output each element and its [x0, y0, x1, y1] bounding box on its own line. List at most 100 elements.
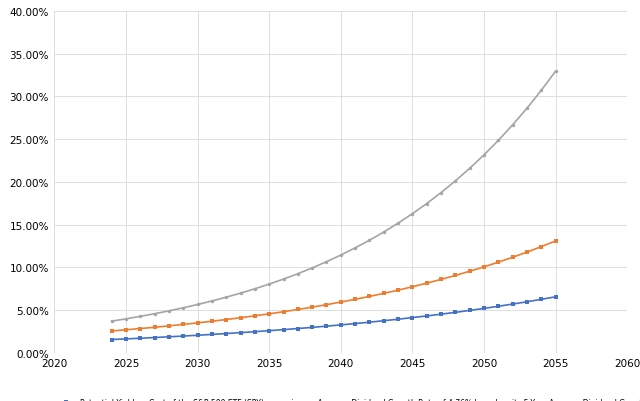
Potential Yield on Cost of The Dividend Income Accelerator Portfolio assuming an Average Dividend Growth Rate of 7.31% based on its 5-Year Weighted Average Dividend Growth Rate [CAGR] of 7.31%: [466, 166, 474, 171]
Potential Yield on Cost of the S&P 500 ETF (SPY) assuming an Average Dividend Growth Rate of 4.76% based on its 5-Year Average Dividend Growth Rate [CAGR] of 4.76%: [208, 332, 216, 337]
Line: Potential Yield on Cost of The Strategically Enhanced S&P 500 Plus 10 Portfolio assuming an Average Dividend Growth Rate of 5.42% based on its 5-Year Weighted Average Dividend Growth Rate [CAGR] of 5.42%: Potential Yield on Cost of The Strategic…: [110, 239, 557, 333]
Potential Yield on Cost of The Dividend Income Accelerator Portfolio assuming an Average Dividend Growth Rate of 7.31% based on its 5-Year Weighted Average Dividend Growth Rate [CAGR] of 7.31%: [480, 153, 488, 158]
Potential Yield on Cost of The Dividend Income Accelerator Portfolio assuming an Average Dividend Growth Rate of 7.31% based on its 5-Year Weighted Average Dividend Growth Rate [CAGR] of 7.31%: [179, 306, 187, 310]
Potential Yield on Cost of The Strategically Enhanced S&P 500 Plus 10 Portfolio assuming an Average Dividend Growth Rate of 5.42% based on its 5-Year Weighted Average Dividend Growth Rate [CAGR] of 5.42%: [452, 273, 460, 278]
Potential Yield on Cost of The Strategically Enhanced S&P 500 Plus 10 Portfolio assuming an Average Dividend Growth Rate of 5.42% based on its 5-Year Weighted Average Dividend Growth Rate [CAGR] of 5.42%: [351, 297, 359, 302]
Potential Yield on Cost of the S&P 500 ETF (SPY) assuming an Average Dividend Growth Rate of 4.76% based on its 5-Year Average Dividend Growth Rate [CAGR] of 4.76%: [194, 333, 202, 338]
Potential Yield on Cost of The Dividend Income Accelerator Portfolio assuming an Average Dividend Growth Rate of 7.31% based on its 5-Year Weighted Average Dividend Growth Rate [CAGR] of 7.31%: [408, 212, 416, 217]
Potential Yield on Cost of the S&P 500 ETF (SPY) assuming an Average Dividend Growth Rate of 4.76% based on its 5-Year Average Dividend Growth Rate [CAGR] of 4.76%: [423, 314, 431, 318]
Potential Yield on Cost of The Dividend Income Accelerator Portfolio assuming an Average Dividend Growth Rate of 7.31% based on its 5-Year Weighted Average Dividend Growth Rate [CAGR] of 7.31%: [509, 123, 516, 128]
Potential Yield on Cost of the S&P 500 ETF (SPY) assuming an Average Dividend Growth Rate of 4.76% based on its 5-Year Average Dividend Growth Rate [CAGR] of 4.76%: [337, 323, 344, 328]
Potential Yield on Cost of The Strategically Enhanced S&P 500 Plus 10 Portfolio assuming an Average Dividend Growth Rate of 5.42% based on its 5-Year Weighted Average Dividend Growth Rate [CAGR] of 5.42%: [437, 277, 445, 282]
Potential Yield on Cost of The Strategically Enhanced S&P 500 Plus 10 Portfolio assuming an Average Dividend Growth Rate of 5.42% based on its 5-Year Weighted Average Dividend Growth Rate [CAGR] of 5.42%: [408, 285, 416, 290]
Potential Yield on Cost of The Strategically Enhanced S&P 500 Plus 10 Portfolio assuming an Average Dividend Growth Rate of 5.42% based on its 5-Year Weighted Average Dividend Growth Rate [CAGR] of 5.42%: [480, 265, 488, 269]
Potential Yield on Cost of the S&P 500 ETF (SPY) assuming an Average Dividend Growth Rate of 4.76% based on its 5-Year Average Dividend Growth Rate [CAGR] of 4.76%: [165, 334, 173, 339]
Potential Yield on Cost of The Dividend Income Accelerator Portfolio assuming an Average Dividend Growth Rate of 7.31% based on its 5-Year Weighted Average Dividend Growth Rate [CAGR] of 7.31%: [337, 253, 344, 258]
Potential Yield on Cost of The Strategically Enhanced S&P 500 Plus 10 Portfolio assuming an Average Dividend Growth Rate of 5.42% based on its 5-Year Weighted Average Dividend Growth Rate [CAGR] of 5.42%: [365, 294, 373, 299]
Potential Yield on Cost of the S&P 500 ETF (SPY) assuming an Average Dividend Growth Rate of 4.76% based on its 5-Year Average Dividend Growth Rate [CAGR] of 4.76%: [108, 337, 116, 342]
Potential Yield on Cost of The Dividend Income Accelerator Portfolio assuming an Average Dividend Growth Rate of 7.31% based on its 5-Year Weighted Average Dividend Growth Rate [CAGR] of 7.31%: [151, 312, 159, 316]
Potential Yield on Cost of The Strategically Enhanced S&P 500 Plus 10 Portfolio assuming an Average Dividend Growth Rate of 5.42% based on its 5-Year Weighted Average Dividend Growth Rate [CAGR] of 5.42%: [179, 322, 187, 327]
Potential Yield on Cost of the S&P 500 ETF (SPY) assuming an Average Dividend Growth Rate of 4.76% based on its 5-Year Average Dividend Growth Rate [CAGR] of 4.76%: [136, 336, 144, 341]
Potential Yield on Cost of The Dividend Income Accelerator Portfolio assuming an Average Dividend Growth Rate of 7.31% based on its 5-Year Weighted Average Dividend Growth Rate [CAGR] of 7.31%: [108, 319, 116, 324]
Potential Yield on Cost of The Strategically Enhanced S&P 500 Plus 10 Portfolio assuming an Average Dividend Growth Rate of 5.42% based on its 5-Year Weighted Average Dividend Growth Rate [CAGR] of 5.42%: [251, 314, 259, 318]
Potential Yield on Cost of the S&P 500 ETF (SPY) assuming an Average Dividend Growth Rate of 4.76% based on its 5-Year Average Dividend Growth Rate [CAGR] of 4.76%: [380, 318, 388, 323]
Potential Yield on Cost of The Dividend Income Accelerator Portfolio assuming an Average Dividend Growth Rate of 7.31% based on its 5-Year Weighted Average Dividend Growth Rate [CAGR] of 7.31%: [365, 238, 373, 243]
Potential Yield on Cost of The Strategically Enhanced S&P 500 Plus 10 Portfolio assuming an Average Dividend Growth Rate of 5.42% based on its 5-Year Weighted Average Dividend Growth Rate [CAGR] of 5.42%: [495, 260, 502, 265]
Potential Yield on Cost of The Dividend Income Accelerator Portfolio assuming an Average Dividend Growth Rate of 7.31% based on its 5-Year Weighted Average Dividend Growth Rate [CAGR] of 7.31%: [294, 271, 301, 276]
Potential Yield on Cost of The Strategically Enhanced S&P 500 Plus 10 Portfolio assuming an Average Dividend Growth Rate of 5.42% based on its 5-Year Weighted Average Dividend Growth Rate [CAGR] of 5.42%: [194, 321, 202, 326]
Potential Yield on Cost of The Dividend Income Accelerator Portfolio assuming an Average Dividend Growth Rate of 7.31% based on its 5-Year Weighted Average Dividend Growth Rate [CAGR] of 7.31%: [552, 70, 559, 75]
Potential Yield on Cost of The Dividend Income Accelerator Portfolio assuming an Average Dividend Growth Rate of 7.31% based on its 5-Year Weighted Average Dividend Growth Rate [CAGR] of 7.31%: [452, 179, 460, 184]
Potential Yield on Cost of The Dividend Income Accelerator Portfolio assuming an Average Dividend Growth Rate of 7.31% based on its 5-Year Weighted Average Dividend Growth Rate [CAGR] of 7.31%: [495, 139, 502, 144]
Potential Yield on Cost of the S&P 500 ETF (SPY) assuming an Average Dividend Growth Rate of 4.76% based on its 5-Year Average Dividend Growth Rate [CAGR] of 4.76%: [523, 300, 531, 304]
Potential Yield on Cost of The Strategically Enhanced S&P 500 Plus 10 Portfolio assuming an Average Dividend Growth Rate of 5.42% based on its 5-Year Weighted Average Dividend Growth Rate [CAGR] of 5.42%: [466, 269, 474, 274]
Potential Yield on Cost of the S&P 500 ETF (SPY) assuming an Average Dividend Growth Rate of 4.76% based on its 5-Year Average Dividend Growth Rate [CAGR] of 4.76%: [294, 326, 301, 331]
Potential Yield on Cost of the S&P 500 ETF (SPY) assuming an Average Dividend Growth Rate of 4.76% based on its 5-Year Average Dividend Growth Rate [CAGR] of 4.76%: [538, 297, 545, 302]
Potential Yield on Cost of The Dividend Income Accelerator Portfolio assuming an Average Dividend Growth Rate of 7.31% based on its 5-Year Weighted Average Dividend Growth Rate [CAGR] of 7.31%: [523, 107, 531, 111]
Line: Potential Yield on Cost of the S&P 500 ETF (SPY) assuming an Average Dividend Growth Rate of 4.76% based on its 5-Year Average Dividend Growth Rate [CAGR] of 4.76%: Potential Yield on Cost of the S&P 500 E…: [110, 295, 557, 341]
Potential Yield on Cost of The Strategically Enhanced S&P 500 Plus 10 Portfolio assuming an Average Dividend Growth Rate of 5.42% based on its 5-Year Weighted Average Dividend Growth Rate [CAGR] of 5.42%: [280, 310, 287, 314]
Potential Yield on Cost of The Dividend Income Accelerator Portfolio assuming an Average Dividend Growth Rate of 7.31% based on its 5-Year Weighted Average Dividend Growth Rate [CAGR] of 7.31%: [194, 302, 202, 307]
Line: Potential Yield on Cost of The Dividend Income Accelerator Portfolio assuming an Average Dividend Growth Rate of 7.31% based on its 5-Year Weighted Average Dividend Growth Rate [CAGR] of 7.31%: Potential Yield on Cost of The Dividend …: [110, 70, 557, 323]
Potential Yield on Cost of The Strategically Enhanced S&P 500 Plus 10 Portfolio assuming an Average Dividend Growth Rate of 5.42% based on its 5-Year Weighted Average Dividend Growth Rate [CAGR] of 5.42%: [538, 245, 545, 249]
Potential Yield on Cost of The Strategically Enhanced S&P 500 Plus 10 Portfolio assuming an Average Dividend Growth Rate of 5.42% based on its 5-Year Weighted Average Dividend Growth Rate [CAGR] of 5.42%: [223, 317, 230, 322]
Potential Yield on Cost of the S&P 500 ETF (SPY) assuming an Average Dividend Growth Rate of 4.76% based on its 5-Year Average Dividend Growth Rate [CAGR] of 4.76%: [179, 334, 187, 338]
Potential Yield on Cost of The Strategically Enhanced S&P 500 Plus 10 Portfolio assuming an Average Dividend Growth Rate of 5.42% based on its 5-Year Weighted Average Dividend Growth Rate [CAGR] of 5.42%: [394, 288, 402, 293]
Potential Yield on Cost of The Dividend Income Accelerator Portfolio assuming an Average Dividend Growth Rate of 7.31% based on its 5-Year Weighted Average Dividend Growth Rate [CAGR] of 7.31%: [251, 287, 259, 292]
Potential Yield on Cost of The Strategically Enhanced S&P 500 Plus 10 Portfolio assuming an Average Dividend Growth Rate of 5.42% based on its 5-Year Weighted Average Dividend Growth Rate [CAGR] of 5.42%: [151, 325, 159, 330]
Potential Yield on Cost of the S&P 500 ETF (SPY) assuming an Average Dividend Growth Rate of 4.76% based on its 5-Year Average Dividend Growth Rate [CAGR] of 4.76%: [552, 295, 559, 300]
Potential Yield on Cost of The Strategically Enhanced S&P 500 Plus 10 Portfolio assuming an Average Dividend Growth Rate of 5.42% based on its 5-Year Weighted Average Dividend Growth Rate [CAGR] of 5.42%: [509, 255, 516, 260]
Potential Yield on Cost of The Strategically Enhanced S&P 500 Plus 10 Portfolio assuming an Average Dividend Growth Rate of 5.42% based on its 5-Year Weighted Average Dividend Growth Rate [CAGR] of 5.42%: [423, 281, 431, 286]
Potential Yield on Cost of The Dividend Income Accelerator Portfolio assuming an Average Dividend Growth Rate of 7.31% based on its 5-Year Weighted Average Dividend Growth Rate [CAGR] of 7.31%: [323, 259, 330, 264]
Potential Yield on Cost of the S&P 500 ETF (SPY) assuming an Average Dividend Growth Rate of 4.76% based on its 5-Year Average Dividend Growth Rate [CAGR] of 4.76%: [223, 331, 230, 336]
Potential Yield on Cost of The Strategically Enhanced S&P 500 Plus 10 Portfolio assuming an Average Dividend Growth Rate of 5.42% based on its 5-Year Weighted Average Dividend Growth Rate [CAGR] of 5.42%: [108, 329, 116, 334]
Potential Yield on Cost of The Dividend Income Accelerator Portfolio assuming an Average Dividend Growth Rate of 7.31% based on its 5-Year Weighted Average Dividend Growth Rate [CAGR] of 7.31%: [223, 295, 230, 300]
Potential Yield on Cost of The Strategically Enhanced S&P 500 Plus 10 Portfolio assuming an Average Dividend Growth Rate of 5.42% based on its 5-Year Weighted Average Dividend Growth Rate [CAGR] of 5.42%: [294, 307, 301, 312]
Potential Yield on Cost of The Strategically Enhanced S&P 500 Plus 10 Portfolio assuming an Average Dividend Growth Rate of 5.42% based on its 5-Year Weighted Average Dividend Growth Rate [CAGR] of 5.42%: [266, 312, 273, 316]
Potential Yield on Cost of The Strategically Enhanced S&P 500 Plus 10 Portfolio assuming an Average Dividend Growth Rate of 5.42% based on its 5-Year Weighted Average Dividend Growth Rate [CAGR] of 5.42%: [165, 324, 173, 328]
Potential Yield on Cost of the S&P 500 ETF (SPY) assuming an Average Dividend Growth Rate of 4.76% based on its 5-Year Average Dividend Growth Rate [CAGR] of 4.76%: [495, 304, 502, 309]
Potential Yield on Cost of The Dividend Income Accelerator Portfolio assuming an Average Dividend Growth Rate of 7.31% based on its 5-Year Weighted Average Dividend Growth Rate [CAGR] of 7.31%: [266, 282, 273, 287]
Potential Yield on Cost of the S&P 500 ETF (SPY) assuming an Average Dividend Growth Rate of 4.76% based on its 5-Year Average Dividend Growth Rate [CAGR] of 4.76%: [266, 328, 273, 333]
Potential Yield on Cost of the S&P 500 ETF (SPY) assuming an Average Dividend Growth Rate of 4.76% based on its 5-Year Average Dividend Growth Rate [CAGR] of 4.76%: [122, 336, 130, 341]
Potential Yield on Cost of the S&P 500 ETF (SPY) assuming an Average Dividend Growth Rate of 4.76% based on its 5-Year Average Dividend Growth Rate [CAGR] of 4.76%: [323, 324, 330, 329]
Potential Yield on Cost of The Dividend Income Accelerator Portfolio assuming an Average Dividend Growth Rate of 7.31% based on its 5-Year Weighted Average Dividend Growth Rate [CAGR] of 7.31%: [165, 309, 173, 314]
Potential Yield on Cost of The Strategically Enhanced S&P 500 Plus 10 Portfolio assuming an Average Dividend Growth Rate of 5.42% based on its 5-Year Weighted Average Dividend Growth Rate [CAGR] of 5.42%: [308, 305, 316, 310]
Potential Yield on Cost of The Strategically Enhanced S&P 500 Plus 10 Portfolio assuming an Average Dividend Growth Rate of 5.42% based on its 5-Year Weighted Average Dividend Growth Rate [CAGR] of 5.42%: [523, 250, 531, 255]
Potential Yield on Cost of The Strategically Enhanced S&P 500 Plus 10 Portfolio assuming an Average Dividend Growth Rate of 5.42% based on its 5-Year Weighted Average Dividend Growth Rate [CAGR] of 5.42%: [122, 328, 130, 332]
Potential Yield on Cost of the S&P 500 ETF (SPY) assuming an Average Dividend Growth Rate of 4.76% based on its 5-Year Average Dividend Growth Rate [CAGR] of 4.76%: [351, 321, 359, 326]
Potential Yield on Cost of The Dividend Income Accelerator Portfolio assuming an Average Dividend Growth Rate of 7.31% based on its 5-Year Weighted Average Dividend Growth Rate [CAGR] of 7.31%: [122, 317, 130, 322]
Potential Yield on Cost of the S&P 500 ETF (SPY) assuming an Average Dividend Growth Rate of 4.76% based on its 5-Year Average Dividend Growth Rate [CAGR] of 4.76%: [509, 302, 516, 307]
Potential Yield on Cost of The Dividend Income Accelerator Portfolio assuming an Average Dividend Growth Rate of 7.31% based on its 5-Year Weighted Average Dividend Growth Rate [CAGR] of 7.31%: [308, 266, 316, 271]
Potential Yield on Cost of The Strategically Enhanced S&P 500 Plus 10 Portfolio assuming an Average Dividend Growth Rate of 5.42% based on its 5-Year Weighted Average Dividend Growth Rate [CAGR] of 5.42%: [208, 319, 216, 324]
Potential Yield on Cost of the S&P 500 ETF (SPY) assuming an Average Dividend Growth Rate of 4.76% based on its 5-Year Average Dividend Growth Rate [CAGR] of 4.76%: [480, 306, 488, 311]
Potential Yield on Cost of The Dividend Income Accelerator Portfolio assuming an Average Dividend Growth Rate of 7.31% based on its 5-Year Weighted Average Dividend Growth Rate [CAGR] of 7.31%: [538, 89, 545, 93]
Potential Yield on Cost of The Strategically Enhanced S&P 500 Plus 10 Portfolio assuming an Average Dividend Growth Rate of 5.42% based on its 5-Year Weighted Average Dividend Growth Rate [CAGR] of 5.42%: [380, 291, 388, 296]
Potential Yield on Cost of the S&P 500 ETF (SPY) assuming an Average Dividend Growth Rate of 4.76% based on its 5-Year Average Dividend Growth Rate [CAGR] of 4.76%: [237, 330, 244, 335]
Potential Yield on Cost of The Dividend Income Accelerator Portfolio assuming an Average Dividend Growth Rate of 7.31% based on its 5-Year Weighted Average Dividend Growth Rate [CAGR] of 7.31%: [394, 221, 402, 226]
Potential Yield on Cost of the S&P 500 ETF (SPY) assuming an Average Dividend Growth Rate of 4.76% based on its 5-Year Average Dividend Growth Rate [CAGR] of 4.76%: [365, 320, 373, 325]
Potential Yield on Cost of The Dividend Income Accelerator Portfolio assuming an Average Dividend Growth Rate of 7.31% based on its 5-Year Weighted Average Dividend Growth Rate [CAGR] of 7.31%: [423, 202, 431, 207]
Potential Yield on Cost of the S&P 500 ETF (SPY) assuming an Average Dividend Growth Rate of 4.76% based on its 5-Year Average Dividend Growth Rate [CAGR] of 4.76%: [251, 330, 259, 334]
Potential Yield on Cost of The Dividend Income Accelerator Portfolio assuming an Average Dividend Growth Rate of 7.31% based on its 5-Year Weighted Average Dividend Growth Rate [CAGR] of 7.31%: [136, 314, 144, 319]
Potential Yield on Cost of The Dividend Income Accelerator Portfolio assuming an Average Dividend Growth Rate of 7.31% based on its 5-Year Weighted Average Dividend Growth Rate [CAGR] of 7.31%: [280, 277, 287, 282]
Potential Yield on Cost of The Strategically Enhanced S&P 500 Plus 10 Portfolio assuming an Average Dividend Growth Rate of 5.42% based on its 5-Year Weighted Average Dividend Growth Rate [CAGR] of 5.42%: [337, 300, 344, 305]
Legend: Potential Yield on Cost of the S&P 500 ETF (SPY) assuming an Average Dividend Gr: Potential Yield on Cost of the S&P 500 E…: [58, 398, 640, 401]
Potential Yield on Cost of The Strategically Enhanced S&P 500 Plus 10 Portfolio assuming an Average Dividend Growth Rate of 5.42% based on its 5-Year Weighted Average Dividend Growth Rate [CAGR] of 5.42%: [237, 316, 244, 320]
Potential Yield on Cost of The Strategically Enhanced S&P 500 Plus 10 Portfolio assuming an Average Dividend Growth Rate of 5.42% based on its 5-Year Weighted Average Dividend Growth Rate [CAGR] of 5.42%: [136, 326, 144, 331]
Potential Yield on Cost of The Dividend Income Accelerator Portfolio assuming an Average Dividend Growth Rate of 7.31% based on its 5-Year Weighted Average Dividend Growth Rate [CAGR] of 7.31%: [208, 299, 216, 304]
Potential Yield on Cost of the S&P 500 ETF (SPY) assuming an Average Dividend Growth Rate of 4.76% based on its 5-Year Average Dividend Growth Rate [CAGR] of 4.76%: [466, 308, 474, 313]
Potential Yield on Cost of The Dividend Income Accelerator Portfolio assuming an Average Dividend Growth Rate of 7.31% based on its 5-Year Weighted Average Dividend Growth Rate [CAGR] of 7.31%: [437, 191, 445, 196]
Potential Yield on Cost of The Strategically Enhanced S&P 500 Plus 10 Portfolio assuming an Average Dividend Growth Rate of 5.42% based on its 5-Year Weighted Average Dividend Growth Rate [CAGR] of 5.42%: [552, 239, 559, 244]
Potential Yield on Cost of the S&P 500 ETF (SPY) assuming an Average Dividend Growth Rate of 4.76% based on its 5-Year Average Dividend Growth Rate [CAGR] of 4.76%: [437, 312, 445, 317]
Potential Yield on Cost of the S&P 500 ETF (SPY) assuming an Average Dividend Growth Rate of 4.76% based on its 5-Year Average Dividend Growth Rate [CAGR] of 4.76%: [408, 316, 416, 320]
Potential Yield on Cost of the S&P 500 ETF (SPY) assuming an Average Dividend Growth Rate of 4.76% based on its 5-Year Average Dividend Growth Rate [CAGR] of 4.76%: [452, 310, 460, 315]
Potential Yield on Cost of The Dividend Income Accelerator Portfolio assuming an Average Dividend Growth Rate of 7.31% based on its 5-Year Weighted Average Dividend Growth Rate [CAGR] of 7.31%: [380, 230, 388, 235]
Potential Yield on Cost of the S&P 500 ETF (SPY) assuming an Average Dividend Growth Rate of 4.76% based on its 5-Year Average Dividend Growth Rate [CAGR] of 4.76%: [394, 317, 402, 322]
Potential Yield on Cost of The Strategically Enhanced S&P 500 Plus 10 Portfolio assuming an Average Dividend Growth Rate of 5.42% based on its 5-Year Weighted Average Dividend Growth Rate [CAGR] of 5.42%: [323, 302, 330, 307]
Potential Yield on Cost of The Dividend Income Accelerator Portfolio assuming an Average Dividend Growth Rate of 7.31% based on its 5-Year Weighted Average Dividend Growth Rate [CAGR] of 7.31%: [237, 291, 244, 296]
Potential Yield on Cost of the S&P 500 ETF (SPY) assuming an Average Dividend Growth Rate of 4.76% based on its 5-Year Average Dividend Growth Rate [CAGR] of 4.76%: [308, 325, 316, 330]
Potential Yield on Cost of The Dividend Income Accelerator Portfolio assuming an Average Dividend Growth Rate of 7.31% based on its 5-Year Weighted Average Dividend Growth Rate [CAGR] of 7.31%: [351, 246, 359, 251]
Potential Yield on Cost of the S&P 500 ETF (SPY) assuming an Average Dividend Growth Rate of 4.76% based on its 5-Year Average Dividend Growth Rate [CAGR] of 4.76%: [280, 327, 287, 332]
Potential Yield on Cost of the S&P 500 ETF (SPY) assuming an Average Dividend Growth Rate of 4.76% based on its 5-Year Average Dividend Growth Rate [CAGR] of 4.76%: [151, 335, 159, 340]
